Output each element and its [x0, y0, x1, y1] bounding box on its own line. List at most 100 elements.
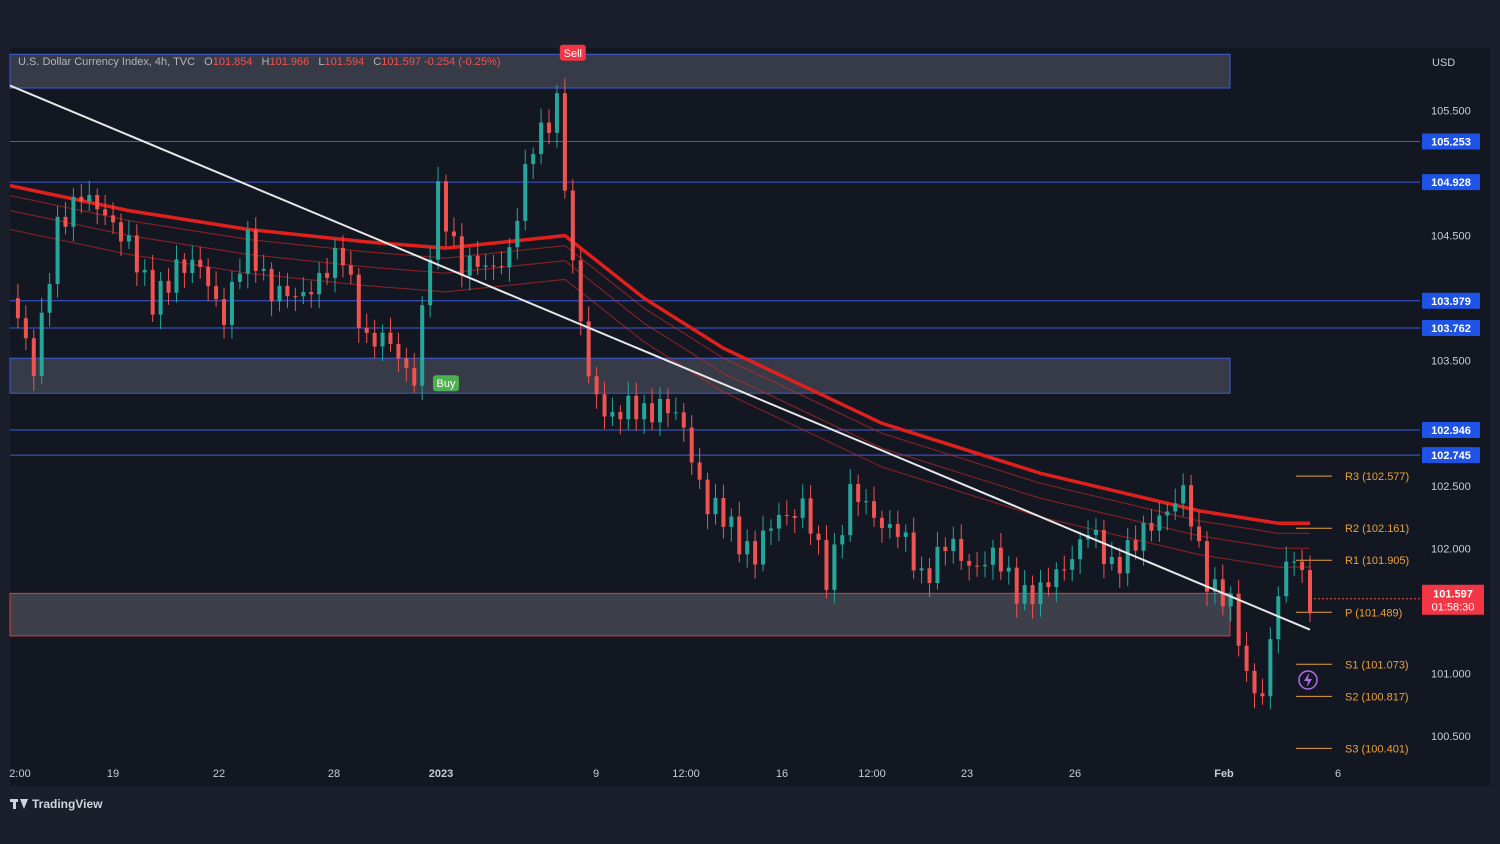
- candle: [1228, 593, 1233, 607]
- x-tick-label: 23: [961, 768, 973, 780]
- candle: [919, 568, 924, 571]
- candle: [1062, 569, 1067, 571]
- zone-box-3[interactable]: [9, 592, 1231, 637]
- symbol-title[interactable]: U.S. Dollar Currency Index, 4h, TVC: [18, 56, 196, 68]
- trend-line[interactable]: [9, 84, 1311, 631]
- candle: [832, 544, 837, 590]
- candle: [1165, 511, 1170, 516]
- candle: [776, 514, 781, 529]
- price-badge: 105.253: [1431, 136, 1471, 148]
- candle: [951, 538, 956, 552]
- ema-line-1: [9, 228, 1310, 568]
- candle: [697, 462, 702, 480]
- candle: [602, 394, 607, 417]
- candle: [1101, 530, 1106, 565]
- candle: [325, 272, 330, 278]
- candle: [380, 332, 385, 347]
- candle: [443, 181, 448, 232]
- candle: [887, 524, 892, 528]
- candle: [983, 564, 987, 567]
- x-tick-label: 2:00: [9, 768, 30, 780]
- candle: [95, 195, 100, 210]
- price-badge: 103.979: [1431, 296, 1471, 308]
- pivot-label: S2 (100.817): [1345, 691, 1409, 703]
- candle: [222, 299, 227, 325]
- low-value: 101.594: [324, 56, 365, 68]
- candle: [1093, 530, 1098, 536]
- y-tick-label: 100.500: [1431, 731, 1471, 743]
- candle: [277, 285, 282, 302]
- candle: [1149, 522, 1154, 531]
- change-value: -0.254 (-0.25%): [424, 56, 501, 68]
- candle: [911, 532, 916, 571]
- candle: [872, 501, 877, 518]
- last-price-value: 101.597: [1433, 589, 1473, 601]
- close-label: C: [373, 56, 382, 68]
- candle: [412, 367, 417, 386]
- plot-area[interactable]: [10, 48, 1490, 786]
- candle: [1133, 540, 1138, 551]
- candle: [848, 484, 853, 536]
- price-badge: 104.928: [1431, 177, 1471, 189]
- pivot-label: P (101.489): [1345, 607, 1402, 619]
- candle: [1054, 569, 1059, 588]
- candle: [475, 255, 480, 267]
- candle: [190, 259, 195, 273]
- candle: [158, 280, 163, 315]
- candle: [1181, 485, 1186, 504]
- last-price-badge[interactable]: [1422, 584, 1484, 615]
- candle: [879, 517, 884, 528]
- candle: [935, 546, 940, 583]
- x-tick-label: 2023: [429, 768, 453, 780]
- candle: [856, 484, 861, 502]
- ema-main-line: [9, 183, 1310, 526]
- candle: [967, 560, 972, 566]
- y-tick-label: 101.000: [1431, 668, 1471, 680]
- candle: [229, 281, 234, 325]
- high-label: H: [261, 56, 270, 68]
- candle: [396, 343, 401, 359]
- candle: [808, 498, 813, 534]
- zone-box-1[interactable]: [9, 53, 1231, 89]
- candle: [792, 516, 797, 518]
- candle: [610, 412, 615, 417]
- candle: [1117, 556, 1122, 574]
- candle: [1252, 670, 1257, 694]
- price-badge: 103.762: [1431, 323, 1471, 335]
- candle: [768, 528, 773, 531]
- x-tick-label: 12:00: [858, 768, 886, 780]
- candle: [142, 269, 147, 273]
- candle: [816, 533, 821, 540]
- sell-signal-badge[interactable]: [559, 44, 586, 61]
- candle: [1038, 582, 1043, 605]
- buy-signal-badge[interactable]: [432, 375, 459, 392]
- candle: [1014, 567, 1019, 604]
- x-tick-label: 16: [776, 768, 788, 780]
- pivot-label: R3 (102.577): [1345, 471, 1409, 483]
- candle: [840, 535, 845, 545]
- candle: [372, 332, 377, 347]
- candle: [705, 479, 710, 515]
- candle: [1022, 585, 1027, 604]
- candle: [975, 565, 980, 567]
- candle: [126, 235, 131, 242]
- candle: [515, 220, 520, 248]
- x-tick-label: 9: [593, 768, 599, 780]
- candle: [499, 266, 504, 268]
- candle: [586, 321, 591, 377]
- brand-footer[interactable]: TradingView: [10, 797, 102, 811]
- candle: [1308, 570, 1312, 614]
- alert-lightning-icon[interactable]: [1298, 670, 1318, 690]
- candle: [1046, 582, 1051, 588]
- candle: [1030, 585, 1035, 605]
- candle: [253, 229, 258, 271]
- candle: [665, 398, 670, 414]
- candle: [1006, 567, 1011, 572]
- candle: [404, 358, 409, 368]
- candle: [943, 546, 948, 552]
- candle: [1284, 561, 1289, 597]
- candle: [650, 403, 655, 423]
- candle: [681, 412, 686, 428]
- zone-box-2[interactable]: [9, 357, 1231, 394]
